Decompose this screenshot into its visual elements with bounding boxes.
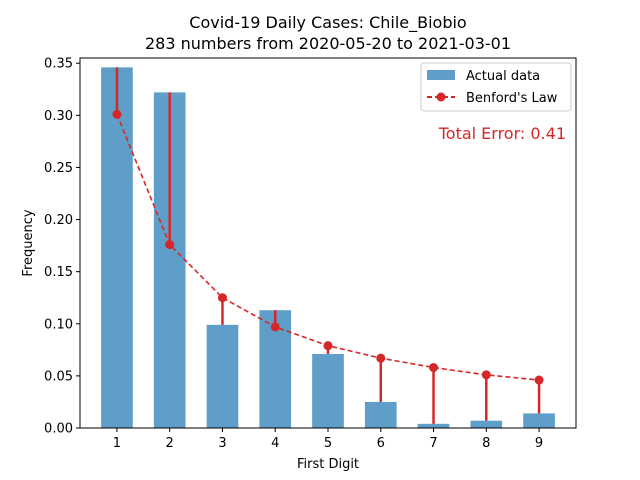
x-tick-label: 1 (113, 436, 121, 451)
legend-label-benford: Benford's Law (466, 91, 558, 106)
benford-point-digit-8 (481, 370, 491, 380)
chart-subtitle: 283 numbers from 2020-05-20 to 2021-03-0… (145, 34, 511, 53)
y-tick-label: 0.10 (44, 317, 73, 332)
y-tick-label: 0.25 (44, 161, 73, 176)
x-tick-label: 9 (535, 436, 543, 451)
x-tick-label: 8 (482, 436, 490, 451)
benford-series (112, 109, 544, 385)
x-tick-label: 4 (271, 436, 279, 451)
y-axis: 0.00 0.05 0.10 0.15 0.20 0.25 0.30 0.35 (44, 57, 80, 437)
legend-box (420, 62, 572, 112)
x-tick-label: 7 (429, 436, 437, 451)
benford-point-digit-3 (217, 293, 227, 303)
x-tick-label: 3 (218, 436, 226, 451)
bar-digit-9 (523, 413, 555, 428)
x-tick-label: 6 (377, 436, 385, 451)
x-tick-label: 2 (166, 436, 174, 451)
y-tick-label: 0.35 (44, 57, 73, 72)
y-tick-label: 0.20 (44, 213, 73, 228)
y-axis-label: Frequency (21, 209, 36, 276)
bar-digit-1 (101, 67, 133, 428)
x-axis: 1 2 3 4 5 6 7 8 9 (113, 428, 543, 451)
benford-point-digit-7 (429, 363, 439, 373)
legend-bar-swatch (427, 70, 455, 80)
y-tick-label: 0.15 (44, 265, 73, 280)
bar-digit-3 (206, 324, 239, 428)
benford-point-digit-1 (112, 109, 122, 119)
bar-digit-8 (470, 420, 503, 428)
benford-point-digit-4 (270, 322, 280, 332)
legend-label-actual: Actual data (466, 69, 540, 84)
benford-point-digit-5 (323, 341, 333, 351)
x-tick-label: 5 (324, 436, 332, 451)
benford-point-digit-2 (165, 240, 175, 250)
y-tick-label: 0.30 (44, 109, 73, 124)
benford-point-digit-6 (376, 353, 386, 363)
y-tick-label: 0.05 (44, 369, 73, 384)
legend: Actual data Benford's Law (420, 62, 572, 112)
chart-title: Covid-19 Daily Cases: Chile_Biobio (189, 13, 466, 33)
bar-digit-5 (312, 354, 344, 428)
y-tick-label: 0.00 (44, 422, 73, 437)
bar-digit-7 (417, 423, 450, 428)
bar-digit-6 (364, 401, 397, 428)
error-stems (115, 67, 541, 424)
x-axis-label: First Digit (297, 457, 359, 472)
benford-point-digit-9 (534, 375, 544, 385)
legend-marker-benford (436, 92, 446, 102)
total-error-annotation: Total Error: 0.41 (438, 124, 566, 143)
